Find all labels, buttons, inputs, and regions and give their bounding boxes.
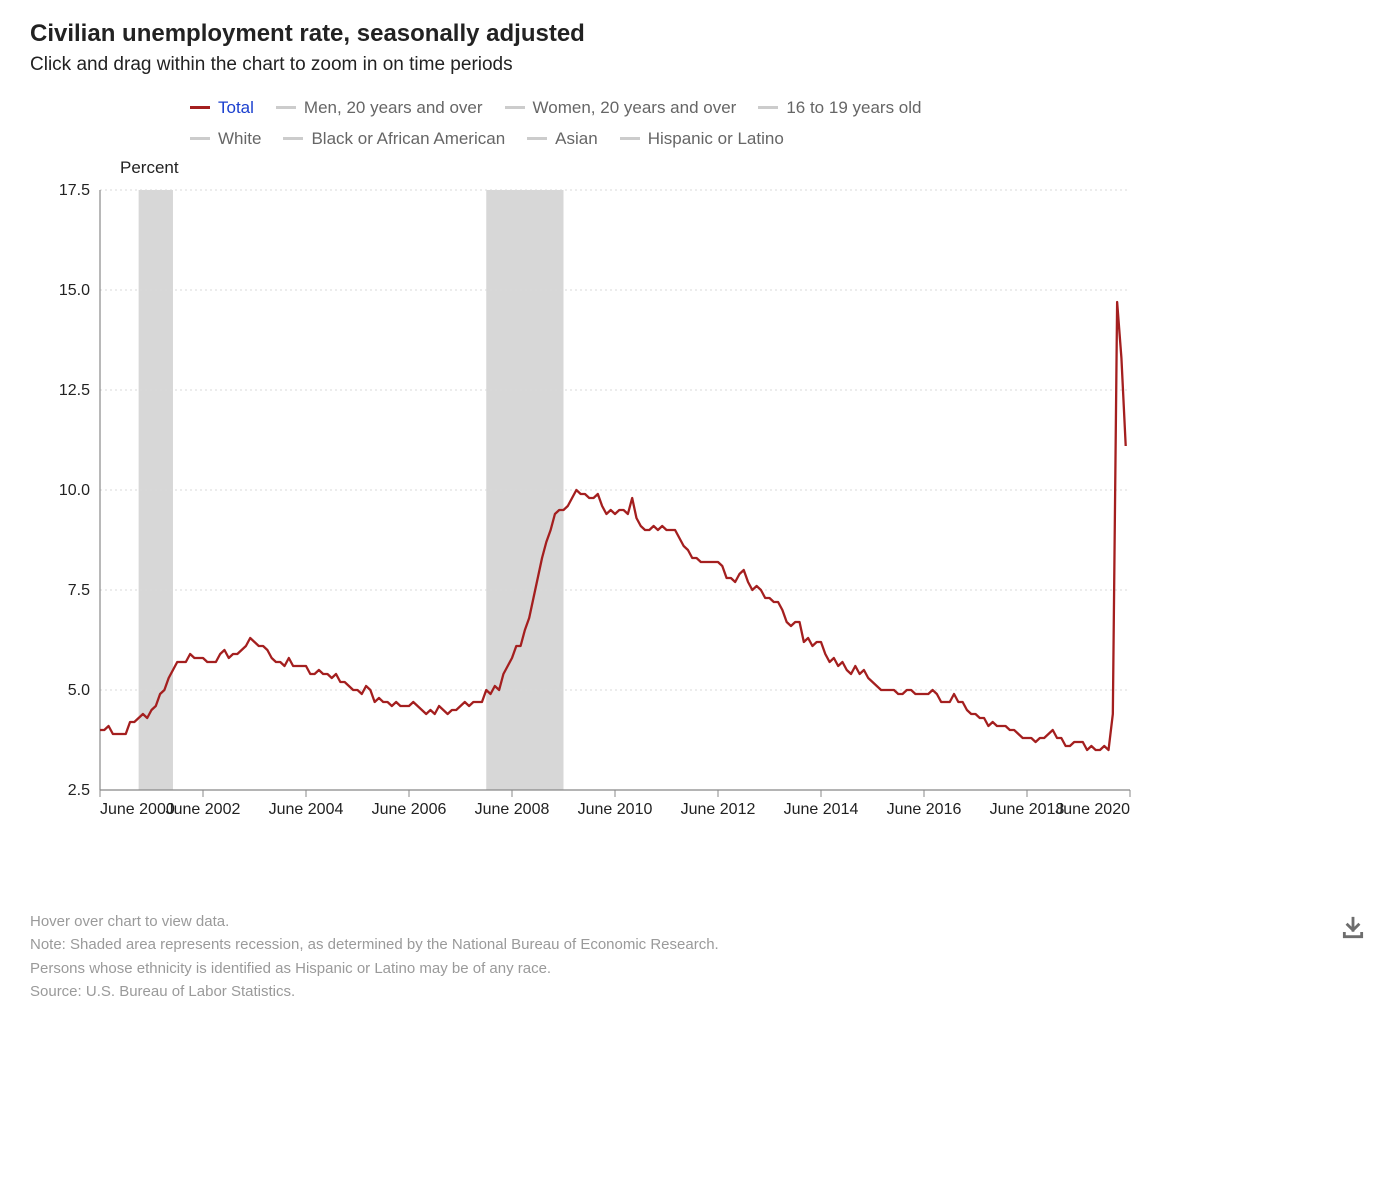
y-axis-title: Percent bbox=[120, 158, 1370, 178]
chart-title: Civilian unemployment rate, seasonally a… bbox=[30, 20, 1370, 48]
x-tick-label: June 2020 bbox=[1055, 801, 1130, 818]
y-tick-label: 17.5 bbox=[59, 182, 90, 199]
download-button[interactable] bbox=[1340, 915, 1366, 946]
footnote-line: Hover over chart to view data. bbox=[30, 910, 1370, 933]
legend-label: 16 to 19 years old bbox=[786, 94, 921, 121]
legend-swatch bbox=[527, 137, 547, 140]
footnote-line: Persons whose ethnicity is identified as… bbox=[30, 957, 1370, 980]
legend-label: Men, 20 years and over bbox=[304, 94, 483, 121]
legend-label: White bbox=[218, 125, 261, 152]
chart-legend: Total Men, 20 years and over Women, 20 yea… bbox=[190, 90, 1370, 152]
x-tick-label: June 2016 bbox=[887, 801, 962, 818]
legend-item-black-or-african-american[interactable]: Black or African American bbox=[283, 125, 505, 152]
legend-swatch bbox=[505, 106, 525, 109]
y-tick-label: 5.0 bbox=[68, 682, 90, 699]
series-line-total bbox=[100, 302, 1126, 750]
legend-item-men-20-years-and-over[interactable]: Men, 20 years and over bbox=[276, 94, 483, 121]
legend-label: Hispanic or Latino bbox=[648, 125, 784, 152]
footnote-line: Source: U.S. Bureau of Labor Statistics. bbox=[30, 980, 1370, 1003]
chart-subtitle: Click and drag within the chart to zoom … bbox=[30, 54, 1370, 76]
y-tick-label: 2.5 bbox=[68, 782, 90, 799]
legend-swatch bbox=[190, 106, 210, 109]
legend-item-asian[interactable]: Asian bbox=[527, 125, 598, 152]
y-tick-label: 7.5 bbox=[68, 582, 90, 599]
legend-item-white[interactable]: White bbox=[190, 125, 261, 152]
legend-label: Total bbox=[218, 94, 254, 121]
y-tick-label: 15.0 bbox=[59, 282, 90, 299]
chart-footnotes: Hover over chart to view data.Note: Shad… bbox=[30, 910, 1370, 1003]
footnote-line: Note: Shaded area represents recession, … bbox=[30, 933, 1370, 956]
legend-label: Black or African American bbox=[311, 125, 505, 152]
legend-swatch bbox=[276, 106, 296, 109]
x-tick-label: June 2010 bbox=[578, 801, 653, 818]
y-tick-label: 10.0 bbox=[59, 482, 90, 499]
y-tick-label: 12.5 bbox=[59, 382, 90, 399]
unemployment-line-chart[interactable]: 2.55.07.510.012.515.017.5June 2000June 2… bbox=[30, 180, 1150, 850]
x-tick-label: June 2018 bbox=[990, 801, 1065, 818]
x-tick-label: June 2012 bbox=[681, 801, 756, 818]
legend-item-total[interactable]: Total bbox=[190, 94, 254, 121]
legend-label: Women, 20 years and over bbox=[533, 94, 737, 121]
x-tick-label: June 2006 bbox=[372, 801, 447, 818]
legend-item-women-20-years-and-over[interactable]: Women, 20 years and over bbox=[505, 94, 737, 121]
legend-swatch bbox=[758, 106, 778, 109]
legend-swatch bbox=[620, 137, 640, 140]
legend-item-16-to-19-years-old[interactable]: 16 to 19 years old bbox=[758, 94, 921, 121]
x-tick-label: June 2000 bbox=[100, 801, 175, 818]
x-tick-label: June 2004 bbox=[269, 801, 344, 818]
legend-swatch bbox=[190, 137, 210, 140]
download-icon bbox=[1340, 915, 1366, 941]
legend-swatch bbox=[283, 137, 303, 140]
x-tick-label: June 2008 bbox=[475, 801, 550, 818]
legend-item-hispanic-or-latino[interactable]: Hispanic or Latino bbox=[620, 125, 784, 152]
x-tick-label: June 2014 bbox=[784, 801, 859, 818]
legend-label: Asian bbox=[555, 125, 598, 152]
x-tick-label: June 2002 bbox=[166, 801, 241, 818]
